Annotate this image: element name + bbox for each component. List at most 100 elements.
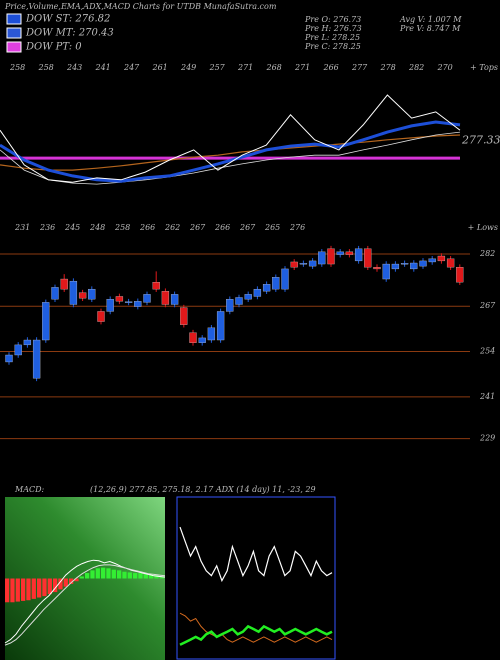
candle-body bbox=[180, 307, 188, 325]
candle-body bbox=[244, 294, 252, 300]
low-label: 248 bbox=[89, 223, 105, 232]
candle-body bbox=[124, 301, 133, 303]
histogram-bar bbox=[106, 568, 111, 579]
candle-body bbox=[318, 251, 326, 265]
low-label: 231 bbox=[14, 223, 30, 232]
low-label: 265 bbox=[264, 223, 280, 232]
candle-body bbox=[391, 263, 400, 270]
histogram-bar bbox=[37, 578, 42, 598]
candle-body bbox=[410, 262, 418, 270]
info-text: Pre C: 278.25 bbox=[304, 42, 361, 51]
candle-body bbox=[134, 301, 142, 307]
candle-body bbox=[345, 251, 354, 255]
histogram-bar bbox=[95, 568, 100, 579]
candle-body bbox=[198, 337, 206, 343]
candle-body bbox=[253, 288, 262, 297]
candle-body bbox=[106, 299, 114, 312]
tops-label: + Tops bbox=[470, 63, 498, 72]
histogram-bar bbox=[21, 578, 26, 601]
low-label: 276 bbox=[289, 223, 305, 232]
last-value: 277.33 bbox=[461, 134, 500, 147]
y-tick-label: 282 bbox=[479, 249, 495, 258]
histogram-bar bbox=[143, 573, 148, 579]
legend-label: DOW ST: 276.82 bbox=[25, 14, 110, 25]
histogram-bar bbox=[15, 578, 20, 602]
macd-label: MACD: bbox=[14, 485, 45, 494]
legend-label: DOW PT: 0 bbox=[25, 42, 82, 53]
legend-label: DOW MT: 270.43 bbox=[25, 28, 114, 39]
histogram-bar bbox=[138, 573, 143, 579]
histogram-bar bbox=[90, 570, 95, 579]
histogram-bar bbox=[101, 567, 106, 579]
low-label: 258 bbox=[114, 223, 130, 232]
top-label: 249 bbox=[180, 63, 196, 72]
candle-body bbox=[161, 291, 170, 305]
candle-body bbox=[143, 294, 151, 303]
top-label: 261 bbox=[152, 63, 168, 72]
info-text: Pre L: 278.25 bbox=[304, 33, 360, 42]
top-label: 271 bbox=[294, 63, 310, 72]
top-label: 258 bbox=[38, 63, 54, 72]
series-line bbox=[179, 624, 333, 646]
candle-body bbox=[216, 311, 225, 341]
low-label: 236 bbox=[39, 223, 55, 232]
low-label: 262 bbox=[164, 223, 180, 232]
top-label: 278 bbox=[380, 63, 396, 72]
histogram-bar bbox=[63, 578, 68, 587]
histogram-bar bbox=[149, 574, 154, 579]
histogram-bar bbox=[31, 578, 36, 599]
series-line bbox=[4, 564, 166, 646]
top-label: 241 bbox=[95, 63, 111, 72]
legend-swatch bbox=[6, 41, 22, 53]
top-label: 257 bbox=[209, 63, 226, 72]
top-label: 247 bbox=[123, 63, 140, 72]
candle-body bbox=[419, 260, 427, 267]
candle-body bbox=[226, 299, 234, 312]
series-line bbox=[0, 120, 461, 183]
histogram-bar bbox=[133, 573, 138, 579]
low-label: 245 bbox=[64, 223, 80, 232]
low-label: 266 bbox=[139, 223, 155, 232]
histogram-bar bbox=[127, 572, 132, 579]
histogram-bar bbox=[47, 578, 52, 595]
candle-body bbox=[235, 297, 243, 305]
adx-panel bbox=[176, 496, 336, 660]
candle-body bbox=[262, 284, 271, 292]
candle-body bbox=[428, 258, 436, 263]
candle-body bbox=[14, 344, 22, 356]
low-label: 266 bbox=[214, 223, 230, 232]
histogram-bar bbox=[5, 578, 10, 603]
candle-body bbox=[400, 263, 409, 265]
candle-body bbox=[69, 280, 78, 305]
series-line bbox=[179, 526, 333, 583]
chart-title: Price,Volume,EMA,ADX,MACD Charts for UTD… bbox=[4, 2, 277, 11]
candle-body bbox=[60, 278, 68, 290]
candle-body bbox=[23, 339, 32, 346]
y-tick-label: 229 bbox=[479, 434, 495, 443]
histogram-bar bbox=[69, 578, 74, 584]
candle-body bbox=[97, 311, 105, 322]
series-line bbox=[0, 131, 461, 185]
candle-body bbox=[32, 339, 41, 379]
histogram-bar bbox=[74, 578, 79, 582]
candle-body bbox=[170, 294, 179, 305]
series-line bbox=[4, 559, 166, 644]
candle-body bbox=[207, 327, 216, 341]
info-text: Pre O: 276.73 bbox=[304, 15, 361, 24]
candle-body bbox=[115, 296, 124, 302]
info-text: Pre H: 276.73 bbox=[304, 24, 362, 33]
histogram-bar bbox=[53, 578, 58, 593]
macd-params: (12,26,9) 277.85, 275.18, 2.17 ADX (14 d… bbox=[90, 485, 316, 494]
candle-body bbox=[354, 248, 363, 262]
candle-body bbox=[308, 260, 317, 267]
low-label: 267 bbox=[239, 223, 256, 232]
top-label: 271 bbox=[237, 63, 253, 72]
top-label: 266 bbox=[323, 63, 339, 72]
y-tick-label: 254 bbox=[479, 347, 495, 356]
lows-label: + Lows bbox=[468, 223, 498, 232]
candle-body bbox=[78, 292, 87, 299]
candle-body bbox=[290, 261, 298, 268]
candle-body bbox=[51, 287, 59, 300]
histogram-bar bbox=[122, 571, 127, 579]
